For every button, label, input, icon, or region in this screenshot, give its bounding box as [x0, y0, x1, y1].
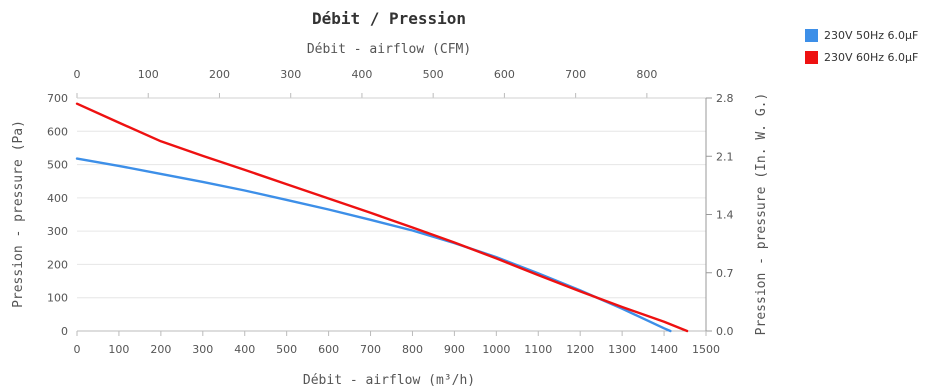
- tick-labels: 0 100 200 300 400 500 600 700 0.0 0.7 1.4 2.1 2.8 0 10…: [47, 68, 734, 356]
- y-left-tick-label: 100: [47, 292, 68, 305]
- axes: [76, 93, 712, 336]
- x-top-tick-label: 100: [138, 68, 159, 81]
- series-line-2: [75, 102, 689, 333]
- legend-swatch: [805, 50, 818, 64]
- legend-item-2: 230V 60Hz 6.0µF: [805, 46, 918, 68]
- y-left-tick-label: 200: [47, 258, 68, 271]
- y-right-tick-label: 2.8: [716, 92, 734, 105]
- y-right-tick-label: 1.4: [716, 209, 734, 222]
- x-bottom-axis-label: Débit - airflow (m³/h): [303, 373, 475, 388]
- x-bottom-tick-label: 600: [318, 343, 339, 356]
- y-right-tick-label: 0.0: [716, 325, 734, 338]
- x-bottom-tick-label: 1100: [524, 343, 552, 356]
- x-top-tick-label: 400: [351, 68, 372, 81]
- data-series: [75, 102, 689, 333]
- x-top-tick-label: 300: [280, 68, 301, 81]
- x-top-tick-label: 0: [74, 68, 81, 81]
- x-top-tick-label: 700: [565, 68, 586, 81]
- y-right-axis-label: Pression - pressure (In. W. G.): [754, 93, 769, 336]
- x-bottom-tick-label: 1300: [608, 343, 636, 356]
- x-bottom-tick-label: 800: [402, 343, 423, 356]
- x-top-tick-label: 200: [209, 68, 230, 81]
- x-bottom-tick-label: 700: [360, 343, 381, 356]
- x-bottom-tick-label: 100: [108, 343, 129, 356]
- y-left-tick-label: 500: [47, 159, 68, 172]
- y-left-tick-label: 300: [47, 225, 68, 238]
- x-bottom-tick-label: 400: [234, 343, 255, 356]
- x-bottom-tick-label: 300: [192, 343, 213, 356]
- x-bottom-tick-label: 1000: [482, 343, 510, 356]
- x-bottom-tick-label: 500: [276, 343, 297, 356]
- y-left-tick-label: 0: [61, 325, 68, 338]
- legend-label: 230V 50Hz 6.0µF: [824, 28, 919, 42]
- legend-label: 230V 60Hz 6.0µF: [824, 50, 919, 64]
- x-top-axis-label: Débit - airflow (CFM): [307, 42, 471, 57]
- y-right-tick-label: 0.7: [716, 267, 734, 280]
- legend-swatch: [805, 28, 818, 42]
- x-top-tick-label: 800: [636, 68, 657, 81]
- y-left-tick-label: 400: [47, 192, 68, 205]
- x-bottom-tick-label: 1400: [650, 343, 678, 356]
- x-bottom-tick-label: 900: [444, 343, 465, 356]
- x-bottom-tick-label: 1500: [692, 343, 720, 356]
- y-left-tick-label: 700: [47, 92, 68, 105]
- legend-item-1: 230V 50Hz 6.0µF: [805, 24, 918, 46]
- chart-title: Débit / Pression: [312, 9, 466, 28]
- y-left-axis-label: Pression - pressure (Pa): [11, 120, 26, 308]
- y-right-tick-label: 2.1: [716, 150, 734, 163]
- x-bottom-tick-label: 1200: [566, 343, 594, 356]
- x-top-tick-label: 600: [494, 68, 515, 81]
- grid-lines: [77, 97, 706, 332]
- y-left-tick-label: 600: [47, 125, 68, 138]
- x-bottom-tick-label: 200: [150, 343, 171, 356]
- series-line-1: [75, 157, 672, 333]
- chart-legend: 230V 50Hz 6.0µF 230V 60Hz 6.0µF: [805, 24, 918, 68]
- x-top-tick-label: 500: [423, 68, 444, 81]
- x-bottom-tick-label: 0: [74, 343, 81, 356]
